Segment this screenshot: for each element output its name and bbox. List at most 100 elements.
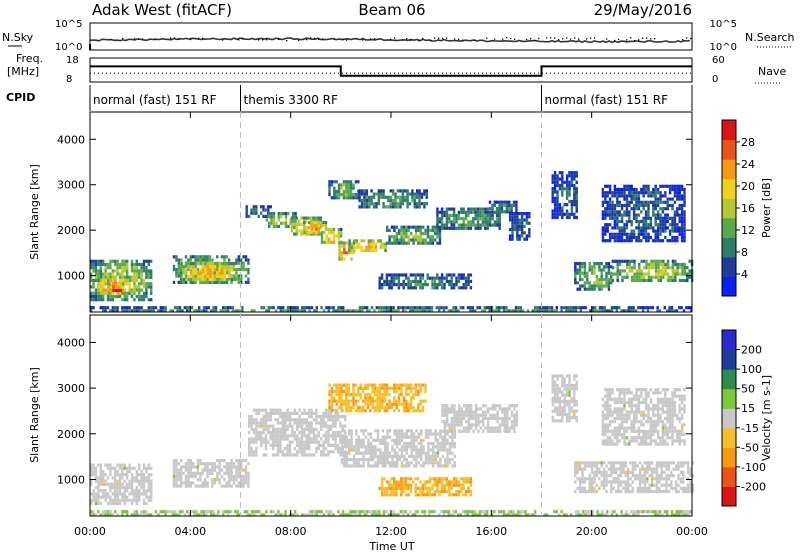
power-cell-5 xyxy=(255,208,258,212)
power-cell-12 xyxy=(438,228,442,232)
velocity-cell-8 xyxy=(574,490,577,494)
velocity-cell-3 xyxy=(355,432,358,436)
power-cell-3 xyxy=(240,258,243,262)
velocity-cell-4 xyxy=(482,416,485,421)
power-cell-18 xyxy=(508,215,512,219)
velocity-cell-2 xyxy=(332,450,335,454)
power-cell-23 xyxy=(291,306,294,310)
power-cell-21 xyxy=(671,262,675,267)
power-cell-17 xyxy=(383,279,386,283)
velocity-cell-2 xyxy=(252,431,256,435)
power-cell-0 xyxy=(145,272,148,276)
velocity-cell-1 xyxy=(196,478,200,482)
power-cell-16 xyxy=(425,192,428,196)
power-cell-9 xyxy=(325,240,328,244)
power-cell-23 xyxy=(411,306,414,310)
velocity-cell-0 xyxy=(123,485,126,490)
power-cell-22 xyxy=(604,239,607,243)
power-cell-1 xyxy=(123,291,127,295)
power-cell-0 xyxy=(109,259,112,263)
velocity-cell-0 xyxy=(133,498,136,502)
velocity-cell-2 xyxy=(303,421,306,425)
velocity-cell-0 xyxy=(118,476,122,480)
power-cell-23 xyxy=(481,309,484,313)
velocity-cell-5 xyxy=(397,393,401,397)
power-cell-23 xyxy=(270,306,273,310)
velocity-cell-5 xyxy=(328,399,331,403)
power-cell-23 xyxy=(222,306,225,310)
velocity-cell-3 xyxy=(415,454,418,458)
velocity-cell-2 xyxy=(336,450,340,454)
power-cell-16 xyxy=(382,195,385,199)
velocity-cell-6 xyxy=(440,490,444,494)
power-cell-18 xyxy=(516,215,519,219)
power-cell-4 xyxy=(218,262,222,266)
velocity-cell-6 xyxy=(404,477,408,481)
power-cell-13 xyxy=(445,220,449,224)
velocity-cell-7 xyxy=(558,390,562,394)
power-cell-7 xyxy=(314,232,318,236)
velocity-cell-5 xyxy=(366,393,370,397)
power-cell-22 xyxy=(652,200,655,204)
power-cell-22 xyxy=(640,229,643,233)
velocity-cell-3 xyxy=(420,448,423,452)
power-cell-22 xyxy=(623,194,626,198)
velocity-cell-5 xyxy=(337,396,341,400)
power-cell-0 xyxy=(111,272,114,276)
power-cell-17 xyxy=(414,279,417,283)
power-cell-0 xyxy=(116,262,119,267)
power-cell-13 xyxy=(498,213,501,218)
power-cell-4 xyxy=(213,268,217,272)
velocity-cell-6 xyxy=(392,493,396,497)
power-cell-23 xyxy=(402,309,405,313)
power-cell-17 xyxy=(421,276,425,280)
velocity-cell-6 xyxy=(469,477,473,481)
velocity-cell-2 xyxy=(315,408,318,412)
power-cell-23 xyxy=(421,309,424,313)
power-cell-0 xyxy=(90,294,93,299)
power-cell-20 xyxy=(581,284,584,288)
velocity-cell-5 xyxy=(366,386,370,390)
velocity-cell-1 xyxy=(187,462,190,466)
power-cell-0 xyxy=(140,272,143,276)
power-cell-22 xyxy=(620,229,624,233)
velocity-cell-6 xyxy=(448,480,451,484)
power-cell-19 xyxy=(573,203,576,207)
velocity-cell-2 xyxy=(300,421,304,425)
power-cell-13 xyxy=(440,207,444,211)
velocity-cell-1 xyxy=(199,462,202,466)
velocity-cell-2 xyxy=(298,408,301,412)
velocity-cell-4 xyxy=(486,429,490,433)
power-cell-22 xyxy=(620,239,624,243)
power-cell-17 xyxy=(460,286,463,290)
velocity-cell-4 xyxy=(484,410,487,414)
velocity-cell-3 xyxy=(403,448,406,452)
velocity-cell-7 xyxy=(556,374,559,378)
velocity-cell-2 xyxy=(267,427,270,431)
power-cell-13 xyxy=(440,210,444,214)
velocity-cell-3 xyxy=(372,458,375,462)
velocity-cell-0 xyxy=(138,492,141,496)
velocity-cell-7 xyxy=(563,400,566,404)
velocity-cell-4 xyxy=(443,410,446,414)
power-cell-19 xyxy=(568,180,571,184)
velocity-cell-8 xyxy=(583,486,587,490)
velocity-cell-8 xyxy=(578,480,582,484)
power-cell-22 xyxy=(676,239,679,243)
power-cell-3 xyxy=(187,268,190,272)
power-cell-13 xyxy=(491,223,494,227)
power-cell-0 xyxy=(145,288,148,292)
velocity-cell-4 xyxy=(470,423,473,427)
velocity-cell-5 xyxy=(378,393,382,397)
velocity-cell-2 xyxy=(281,421,284,425)
velocity-cell-4 xyxy=(460,416,463,421)
power-cell-16 xyxy=(358,198,361,203)
velocity-cell-3 xyxy=(420,445,423,449)
velocity-cell-4 xyxy=(450,420,454,424)
power-cell-16 xyxy=(370,195,373,199)
power-cell-17 xyxy=(383,283,386,287)
velocity-cell-5 xyxy=(340,393,343,397)
velocity-cell-4 xyxy=(448,429,451,433)
power-cell-13 xyxy=(467,210,470,214)
power-cell-4 xyxy=(228,274,231,278)
